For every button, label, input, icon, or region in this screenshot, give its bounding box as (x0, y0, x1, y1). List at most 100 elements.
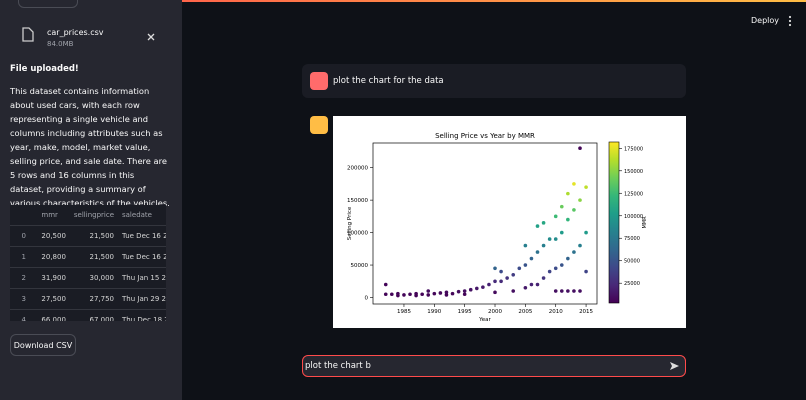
point (493, 279, 497, 284)
chart-image: Selling Price vs Year by MMR Year Selling … (333, 116, 686, 328)
point (383, 292, 388, 297)
point (578, 289, 582, 293)
plot-frame (372, 142, 598, 305)
colorbar-tick-label: 175000 (624, 146, 643, 152)
header-row: mmr sellingprice saledate (10, 205, 166, 226)
point (420, 292, 424, 297)
table-row: 4 66,000 67,000 Thu Dec 18 2 (10, 309, 166, 321)
point (566, 217, 570, 222)
user-avatar (310, 72, 328, 90)
y-tick-label: 150000 (347, 198, 368, 204)
table-cell: Thu Jan 15 2 (118, 267, 166, 289)
row-index: 3 (10, 288, 38, 310)
table: mmr sellingprice saledate 0 20,500 21,500 Tue … (10, 205, 166, 321)
file-size: 84.0MB (47, 40, 74, 48)
chat-input[interactable]: plot the chart b (302, 355, 686, 377)
point (572, 289, 576, 293)
point (408, 292, 412, 297)
point (578, 243, 582, 248)
point (535, 250, 540, 254)
deploy-button[interactable]: Deploy (751, 16, 780, 25)
colorbar-tick-label: 125000 (624, 191, 643, 197)
point (462, 292, 467, 297)
data-table: mmr sellingprice saledate 0 20,500 21,500 Tue … (10, 205, 166, 321)
send-icon[interactable] (669, 361, 680, 371)
point (505, 276, 509, 280)
point (547, 269, 552, 274)
point (553, 214, 558, 219)
menu-icon[interactable] (787, 15, 793, 27)
point (578, 146, 582, 150)
point (523, 285, 528, 290)
point (438, 291, 443, 295)
point (396, 291, 400, 296)
point (529, 256, 534, 261)
browse-button[interactable]: Browse files (18, 0, 78, 8)
point (584, 269, 588, 274)
x-tick-label: 2005 (518, 309, 532, 315)
point (402, 293, 406, 297)
x-tick-label: 2000 (488, 309, 502, 315)
point (390, 292, 394, 297)
point (547, 237, 552, 241)
x-tick-label: 2015 (579, 309, 593, 315)
file-name: car_prices.csv (47, 28, 104, 37)
row-index: 2 (10, 267, 38, 289)
colorbar-tick-label: 100000 (624, 214, 643, 220)
point (541, 243, 546, 248)
point (487, 282, 491, 287)
point (529, 282, 534, 287)
table-row: 3 27,500 27,750 Thu Jan 29 2 (10, 288, 166, 310)
download-button[interactable]: Download CSV (10, 334, 76, 356)
table-cell: 27,500 (37, 288, 70, 310)
point (426, 289, 431, 293)
x-tick-label: 1995 (458, 309, 472, 315)
point (578, 198, 582, 202)
point (559, 263, 564, 267)
y-tick-label: 50000 (351, 263, 369, 269)
point (572, 250, 576, 254)
header-cell: mmr (37, 205, 70, 226)
colorbar-tick-label: 50000 (624, 259, 640, 265)
point (475, 286, 479, 291)
table-cell: Thu Jan 29 2 (118, 288, 166, 310)
point (444, 290, 449, 295)
table-cell: 20,800 (37, 246, 70, 268)
row-index: 1 (10, 246, 38, 268)
point (517, 266, 522, 271)
assistant-avatar (310, 116, 328, 134)
colorbar (608, 141, 620, 304)
point (499, 279, 503, 284)
point (535, 282, 540, 287)
table-cell: Tue Dec 16 2 (118, 225, 166, 247)
remove-file[interactable] (147, 33, 155, 41)
sidebar: Browse files car_prices.csv 84.0MB File … (0, 0, 182, 400)
table-cell: 27,750 (69, 288, 118, 310)
y-axis-label: Selling Price (347, 206, 353, 240)
header-cell: sellingprice (69, 205, 118, 226)
table-cell: 20,500 (37, 225, 70, 247)
point (559, 230, 564, 235)
chart: Selling Price vs Year by MMR Year Selling … (347, 132, 648, 323)
table-cell: 21,500 (69, 246, 118, 268)
y-tick-label: 200000 (347, 166, 368, 172)
point (566, 289, 570, 293)
point (499, 269, 503, 274)
colorbar-tick-label: 25000 (624, 281, 640, 287)
x-tick-label: 2010 (549, 309, 563, 315)
point (493, 290, 497, 295)
point (559, 204, 564, 209)
table-cell: 31,900 (37, 267, 70, 289)
point (553, 237, 558, 241)
message-text: plot the chart for the data (333, 76, 444, 86)
point (426, 293, 431, 297)
description: This dataset contains information about … (10, 86, 170, 208)
point (450, 291, 455, 296)
point (462, 289, 467, 293)
point (511, 272, 516, 277)
point (584, 185, 588, 189)
table-cell: 67,000 (69, 309, 118, 321)
header-cell (10, 205, 38, 226)
colorbar-label: MMR (642, 216, 648, 229)
point (559, 289, 564, 293)
